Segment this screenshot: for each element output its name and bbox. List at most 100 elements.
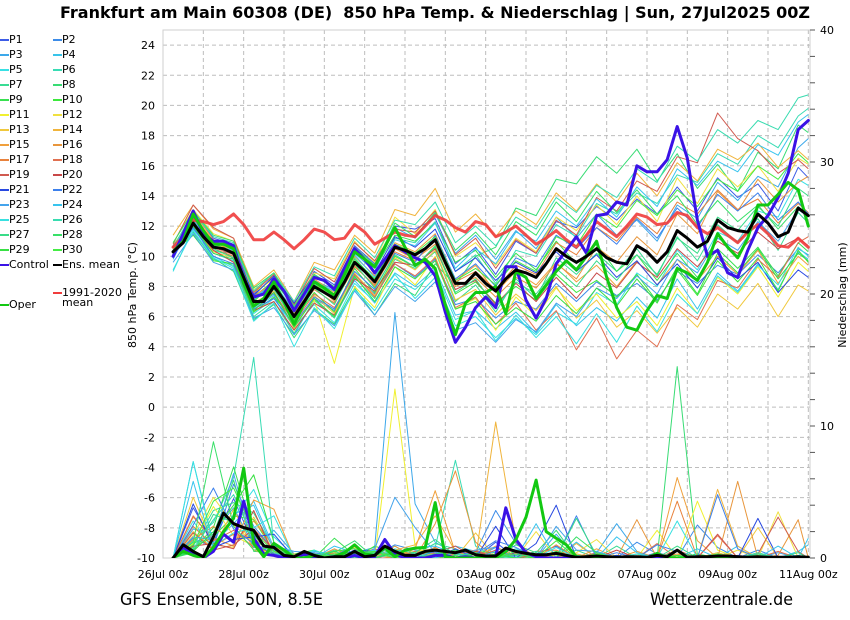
y-tick-label: 24 — [141, 39, 155, 52]
legend-label: P3 — [9, 48, 23, 61]
legend-label: P26 — [62, 213, 83, 226]
legend-label: P1 — [9, 33, 23, 46]
x-tick-label: 11Aug 00z — [779, 568, 838, 581]
y2-axis-label: Niederschlag (mm) — [836, 242, 849, 347]
legend-swatch — [0, 189, 9, 191]
y-tick-label: -6 — [144, 492, 155, 505]
x-tick-label: 26Jul 00z — [138, 568, 189, 581]
legend-swatch — [53, 69, 62, 71]
x-tick-label: 05Aug 00z — [537, 568, 596, 581]
legend-swatch — [0, 69, 9, 71]
legend-swatch — [0, 144, 9, 146]
y-tick-label: 16 — [141, 160, 155, 173]
y-tick-label: 8 — [148, 280, 155, 293]
legend-label: P10 — [62, 93, 83, 106]
legend-swatch — [0, 129, 9, 131]
legend-label: P24 — [62, 198, 83, 211]
legend-swatch — [53, 204, 62, 206]
precip-member-lines — [172, 312, 809, 558]
x-axis-label: Date (UTC) — [456, 583, 516, 596]
legend-label: P16 — [62, 138, 83, 151]
legend-label: P25 — [9, 213, 30, 226]
precip-line-p22 — [172, 487, 809, 558]
y2-tick-label: 30 — [820, 156, 834, 169]
legend-label: P5 — [9, 63, 23, 76]
temp-line-control — [171, 119, 810, 344]
legend-swatch — [53, 129, 62, 131]
legend-swatch — [0, 204, 9, 206]
legend-label: P6 — [62, 63, 76, 76]
legend-label: P7 — [9, 78, 23, 91]
footer-model-info: GFS Ensemble, 50N, 8.5E — [120, 590, 323, 610]
y-tick-label: 12 — [141, 220, 155, 233]
legend-swatch — [53, 159, 62, 161]
x-tick-label: 01Aug 00z — [376, 568, 435, 581]
y2-tick-label: 40 — [820, 24, 834, 37]
y2-tick-label: 10 — [820, 420, 834, 433]
legend-label: P14 — [62, 123, 83, 136]
legend-swatch — [0, 234, 9, 236]
legend-swatch — [53, 189, 62, 191]
legend-swatch — [53, 54, 62, 56]
legend-swatch — [53, 234, 62, 236]
temp-line-ens-mean — [171, 206, 810, 319]
y-tick-label: 0 — [148, 401, 155, 414]
legend-label: P30 — [62, 243, 83, 256]
y-tick-label: 18 — [141, 130, 155, 143]
legend-swatch — [0, 174, 9, 176]
legend-label: P29 — [9, 243, 30, 256]
legend-label: P20 — [62, 168, 83, 181]
y-tick-label: 20 — [141, 99, 155, 112]
legend-swatch — [53, 114, 62, 116]
x-tick-label: 28Jul 00z — [218, 568, 269, 581]
x-tick-label: 09Aug 00z — [698, 568, 757, 581]
chart-title: Frankfurt am Main 60308 (DE) 850 hPa Tem… — [60, 3, 810, 23]
temp-line-p26 — [172, 94, 809, 302]
y-tick-label: 10 — [141, 250, 155, 263]
y-tick-label: -4 — [144, 461, 155, 474]
legend-label: P28 — [62, 228, 83, 241]
legend-swatch — [53, 84, 62, 86]
legend-label: Oper — [9, 298, 36, 311]
legend-label: P15 — [9, 138, 30, 151]
legend-label: Ens. mean — [62, 258, 120, 271]
legend-label: P22 — [62, 183, 83, 196]
precip-line-p15 — [172, 477, 809, 558]
precip-line-oper — [171, 466, 810, 558]
y2-tick-label: 20 — [820, 288, 834, 301]
footer-source: Wetterzentrale.de — [650, 590, 793, 610]
y-tick-label: -8 — [144, 522, 155, 535]
legend-label: P27 — [9, 228, 30, 241]
legend-swatch — [53, 39, 62, 41]
y-tick-label: 6 — [148, 311, 155, 324]
legend-swatch — [0, 54, 9, 56]
legend-swatch — [0, 264, 9, 266]
legend: P1 P2 P3 P4 P5 P6 P7 P8 P9 P10 P11 P12 P13 P14 P15 P16 P… — [0, 0, 130, 320]
legend-swatch — [53, 174, 62, 176]
legend-label: P9 — [9, 93, 23, 106]
temp-line-climate-mean — [171, 211, 810, 251]
precip-line-p21 — [172, 503, 809, 558]
temp-line-p28 — [172, 189, 809, 307]
legend-label: P19 — [9, 168, 30, 181]
legend-swatch — [0, 249, 9, 251]
key-series-lines — [171, 119, 810, 558]
x-tick-label: 30Jul 00z — [299, 568, 350, 581]
legend-label: P18 — [62, 153, 83, 166]
legend-swatch — [0, 99, 9, 101]
legend-label: Control — [9, 258, 49, 271]
legend-swatch — [0, 39, 9, 41]
x-tick-label: 07Aug 00z — [618, 568, 677, 581]
legend-label: 1991-2020 mean — [62, 286, 122, 309]
y-tick-label: 22 — [141, 69, 155, 82]
y-tick-label: 4 — [148, 341, 155, 354]
legend-swatch — [53, 99, 62, 101]
legend-swatch — [53, 219, 62, 221]
legend-label: P4 — [62, 48, 76, 61]
temp-line-p9 — [172, 216, 809, 309]
y-tick-label: -2 — [144, 431, 155, 444]
legend-swatch — [0, 219, 9, 221]
precip-line-p11 — [172, 388, 809, 558]
legend-label: P13 — [9, 123, 30, 136]
